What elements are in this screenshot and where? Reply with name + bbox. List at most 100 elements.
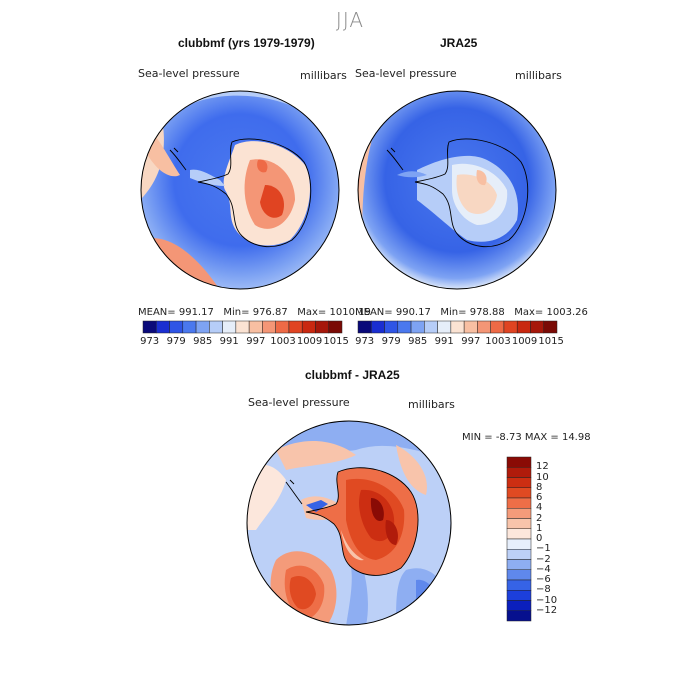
colorbar-tick-label: 985 bbox=[193, 336, 213, 347]
diff-colorbar-tick-label: −1 bbox=[536, 543, 551, 555]
panel2-max-label: Max= bbox=[514, 307, 544, 318]
colorbar-swatch bbox=[384, 320, 399, 334]
colorbar-swatch bbox=[477, 320, 491, 334]
panel1-colorbar bbox=[142, 320, 343, 334]
panel1-variable-label: Sea-level pressure bbox=[138, 67, 240, 80]
colorbar-swatch bbox=[328, 320, 343, 334]
diff-min-value: -8.73 bbox=[495, 432, 522, 443]
diff-colorbar-tick-label: 10 bbox=[536, 471, 549, 483]
panel2-stats: MEAN= 990.17 Min= 978.88 Max= 1003.26 bbox=[355, 307, 588, 318]
diff-colorbar-swatch bbox=[506, 610, 532, 622]
diff-title: clubbmf - JRA25 bbox=[305, 368, 400, 382]
diff-colorbar-tick-label: −8 bbox=[536, 584, 551, 596]
diff-minmax: MIN = -8.73 MAX = 14.98 bbox=[462, 432, 591, 443]
panel2-mean-value: 990.17 bbox=[395, 307, 431, 318]
colorbar-swatch bbox=[397, 320, 412, 334]
colorbar-swatch bbox=[490, 320, 505, 334]
diff-colorbar bbox=[506, 456, 532, 622]
diff-colorbar-tick-label: −12 bbox=[536, 604, 558, 616]
diff-colorbar-swatch bbox=[506, 528, 532, 540]
colorbar-swatch bbox=[463, 320, 478, 334]
colorbar-tick-label: 979 bbox=[381, 336, 401, 347]
colorbar-swatch bbox=[503, 320, 518, 334]
season-title: JJA bbox=[335, 8, 365, 32]
panel2-map bbox=[357, 90, 557, 290]
colorbar-swatch bbox=[530, 320, 544, 334]
colorbar-swatch bbox=[516, 320, 531, 334]
colorbar-swatch bbox=[357, 320, 372, 334]
panel1-max-value: 1010.19 bbox=[329, 307, 371, 318]
diff-colorbar-tick-label: −10 bbox=[536, 594, 558, 606]
colorbar-swatch bbox=[262, 320, 276, 334]
diff-max-value: 14.98 bbox=[561, 432, 591, 443]
colorbar-tick-label: 991 bbox=[434, 336, 454, 347]
diff-colorbar-swatch bbox=[506, 579, 532, 591]
diff-colorbar-tick-label: −6 bbox=[536, 574, 551, 585]
colorbar-swatch bbox=[182, 320, 197, 334]
diff-map bbox=[246, 420, 452, 626]
diff-colorbar-swatch bbox=[506, 538, 532, 550]
colorbar-swatch bbox=[142, 320, 157, 334]
colorbar-swatch bbox=[437, 320, 452, 334]
diff-colorbar-tick-label: 2 bbox=[536, 512, 543, 524]
diff-variable-label: Sea-level pressure bbox=[248, 396, 350, 409]
panel2-variable-label: Sea-level pressure bbox=[355, 67, 457, 80]
diff-colorbar-tick-label: 12 bbox=[536, 461, 549, 473]
diff-colorbar-tick-label: 8 bbox=[536, 481, 543, 493]
colorbar-swatch bbox=[235, 320, 250, 334]
panel2-title: JRA25 bbox=[440, 36, 478, 50]
diff-min-label: MIN = bbox=[462, 432, 493, 443]
diff-colorbar-swatch bbox=[506, 508, 532, 519]
diff-colorbar-swatch bbox=[506, 456, 532, 468]
panel1-mean-label: MEAN= bbox=[138, 307, 176, 318]
diff-colorbar-tick-label: 1 bbox=[536, 522, 543, 534]
panel1-stats: MEAN= 991.17 Min= 976.87 Max= 1010.19 bbox=[138, 307, 371, 318]
diff-max-label: MAX = bbox=[524, 432, 559, 443]
diff-colorbar-tick-label: 4 bbox=[536, 502, 543, 514]
colorbar-tick-label: 1003 bbox=[270, 336, 296, 347]
colorbar-tick-label: 985 bbox=[408, 336, 428, 347]
panel2-units-label: millibars bbox=[515, 69, 562, 82]
colorbar-tick-label: 997 bbox=[461, 336, 481, 347]
diff-colorbar-swatch bbox=[506, 569, 532, 581]
colorbar-swatch bbox=[275, 320, 290, 334]
diff-colorbar-swatch bbox=[506, 559, 532, 570]
panel2-min-label: Min= bbox=[440, 307, 467, 318]
diff-colorbar-swatch bbox=[506, 600, 532, 611]
panel2-min-value: 978.88 bbox=[469, 307, 505, 318]
diff-colorbar-tick-label: 6 bbox=[536, 492, 543, 503]
colorbar-tick-label: 973 bbox=[355, 336, 375, 347]
panel1-map bbox=[140, 90, 340, 290]
panel1-units-label: millibars bbox=[300, 69, 347, 82]
diff-colorbar-swatch bbox=[506, 590, 532, 601]
panel1-mean-value: 991.17 bbox=[178, 307, 214, 318]
diff-colorbar-swatch bbox=[506, 487, 532, 499]
colorbar-tick-label: 973 bbox=[140, 336, 160, 347]
colorbar-swatch bbox=[543, 320, 558, 334]
colorbar-tick-label: 1009 bbox=[296, 336, 323, 347]
colorbar-swatch bbox=[410, 320, 425, 334]
panel1-min-label: Min= bbox=[223, 307, 250, 318]
diff-colorbar-tick-label: −2 bbox=[536, 553, 551, 565]
diff-colorbar-tick-label: 0 bbox=[536, 533, 543, 544]
diff-colorbar-swatch bbox=[506, 549, 532, 560]
panel2-colorbar bbox=[357, 320, 558, 334]
diff-colorbar-swatch bbox=[506, 467, 532, 478]
panel2-max-value: 1003.26 bbox=[546, 307, 588, 318]
colorbar-tick-label: 979 bbox=[166, 336, 186, 347]
colorbar-tick-label: 1015 bbox=[538, 336, 564, 347]
diff-colorbar-tick-label: −4 bbox=[536, 563, 551, 575]
colorbar-swatch bbox=[288, 320, 303, 334]
diff-colorbar-swatch bbox=[506, 477, 532, 488]
colorbar-swatch bbox=[195, 320, 210, 334]
colorbar-tick-label: 997 bbox=[246, 336, 266, 347]
diff-colorbar-swatch bbox=[506, 518, 532, 529]
colorbar-swatch bbox=[209, 320, 223, 334]
colorbar-swatch bbox=[301, 320, 316, 334]
colorbar-swatch bbox=[222, 320, 237, 334]
colorbar-swatch bbox=[169, 320, 184, 334]
colorbar-swatch bbox=[371, 320, 385, 334]
colorbar-swatch bbox=[248, 320, 263, 334]
colorbar-tick-label: 1003 bbox=[485, 336, 511, 347]
colorbar-tick-label: 1015 bbox=[323, 336, 349, 347]
